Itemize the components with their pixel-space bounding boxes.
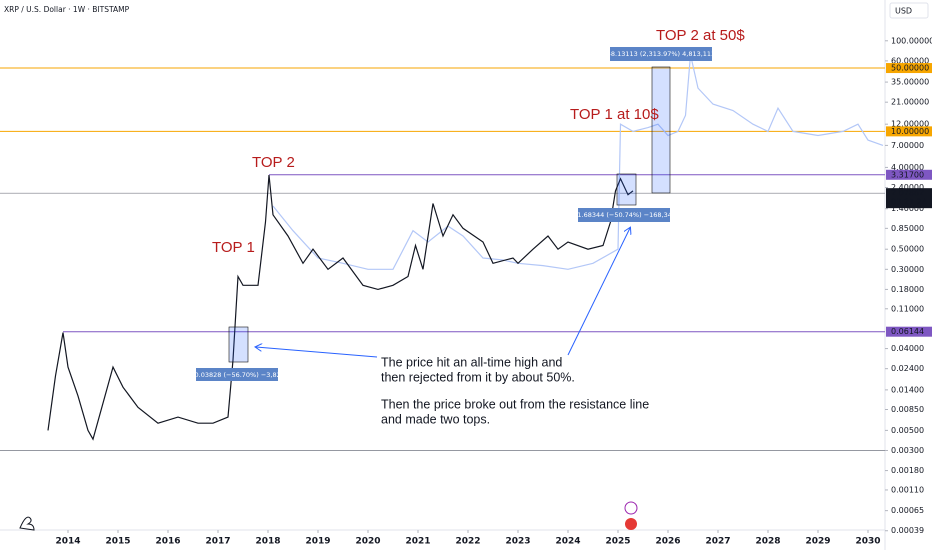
measure-label: 48.13113 (2,313.97%) 4,813,113 <box>607 50 715 58</box>
x-tick-label: 2025 <box>605 537 630 547</box>
measure-label-bg <box>610 47 712 61</box>
x-tick-label: 2030 <box>855 537 880 547</box>
x-tick-label: 2020 <box>355 537 380 547</box>
y-tick-label: 7.00000 <box>891 141 924 150</box>
y-tick-label: 0.02400 <box>891 364 924 373</box>
level-label: 10.00000 <box>891 127 929 136</box>
y-tick-label: 35.00000 <box>891 78 929 87</box>
measure-box <box>616 173 637 206</box>
header: XRP / U.S. Dollar · 1W · BITSTAMP <box>4 5 130 14</box>
y-tick-label: 2.40000 <box>891 183 924 192</box>
note-line: then rejected from it by about 50%. <box>381 370 575 384</box>
logo <box>19 516 35 531</box>
x-tick-label: 2019 <box>305 537 330 547</box>
level-label: 50.00000 <box>891 64 929 73</box>
x-tick-label: 2015 <box>105 537 130 547</box>
y-tick-label: 100.00000 <box>891 36 932 45</box>
y-tick-label: 21.00000 <box>891 98 929 107</box>
y-tick-label: 0.00110 <box>891 485 924 494</box>
last-price-label: 2.07862 <box>891 189 924 198</box>
level-label-bg <box>886 126 932 137</box>
level-label-bg <box>886 63 932 74</box>
x-tick-label: 2022 <box>455 537 480 547</box>
y-tick-label: 0.01400 <box>891 385 924 394</box>
y-tick-label: 0.00300 <box>891 446 924 455</box>
x-tick-label: 2023 <box>505 537 530 547</box>
x-tick-label: 2026 <box>655 537 680 547</box>
note-line: Then the price broke out from the resist… <box>381 397 649 411</box>
arrow <box>256 347 378 358</box>
x-tick-label: 2016 <box>155 537 180 547</box>
note-line: and made two tops. <box>381 412 490 426</box>
x-tick-label: 2017 <box>205 537 230 547</box>
x-tick-label: 2028 <box>755 537 780 547</box>
annotation: TOP 2 <box>252 154 295 171</box>
event-icon <box>624 501 638 515</box>
currency-box <box>889 2 929 19</box>
y-tick-label: 1.40000 <box>891 204 924 213</box>
y-tick-label: 0.00850 <box>891 405 924 414</box>
y-tick-label: 0.50000 <box>891 245 924 254</box>
x-tick-label: 2024 <box>555 537 580 547</box>
annotation: TOP 2 at 50$ <box>656 27 745 44</box>
event-icon <box>625 518 637 530</box>
annotation: TOP 1 <box>212 239 255 256</box>
y-tick-label: 12.00000 <box>891 120 929 129</box>
x-tick-label: 2029 <box>805 537 830 547</box>
measure-label: −1.68344 (−50.74%) −168,344 <box>572 211 676 219</box>
x-tick-label: 2027 <box>705 537 730 547</box>
y-tick-label: 0.18000 <box>891 285 924 294</box>
y-tick-label: 0.00065 <box>891 506 924 515</box>
y-tick-label: 4.00000 <box>891 163 924 172</box>
y-tick-label: 60.00000 <box>891 56 929 65</box>
last-price-bg <box>886 188 932 209</box>
price-line <box>272 54 884 270</box>
y-tick-label: 0.04000 <box>891 344 924 353</box>
price-line <box>47 174 634 441</box>
arrow <box>567 228 630 356</box>
y-tick-label: 0.00039 <box>891 526 924 535</box>
level-label: 3.31700 <box>891 170 924 179</box>
y-tick-label: 0.11000 <box>891 304 924 313</box>
x-tick-label: 2018 <box>255 537 280 547</box>
y-tick-label: 0.85000 <box>891 224 924 233</box>
currency: USD <box>895 7 912 16</box>
x-tick-label: 2021 <box>405 537 430 547</box>
y-tick-label: 0.30000 <box>891 265 924 274</box>
measure-box <box>228 326 249 363</box>
y-tick-label: 0.00500 <box>891 426 924 435</box>
level-label-bg <box>886 169 932 180</box>
level-label: 0.06144 <box>891 327 924 336</box>
price-axis <box>885 0 932 550</box>
level-label-bg <box>886 326 932 337</box>
measure-label: −0.03828 (−56.70%) −3,828 <box>189 371 285 379</box>
plot <box>0 40 888 533</box>
x-tick-label: 2014 <box>55 537 80 547</box>
measure-label-bg <box>196 368 278 381</box>
y-tick-label: 0.00180 <box>891 466 924 475</box>
countdown: 03:21:24 <box>891 198 927 207</box>
measure-label-bg <box>578 208 670 222</box>
note-line: The price hit an all-time high and <box>381 355 562 369</box>
measure-box <box>651 66 671 194</box>
annotation: TOP 1 at 10$ <box>570 106 659 123</box>
